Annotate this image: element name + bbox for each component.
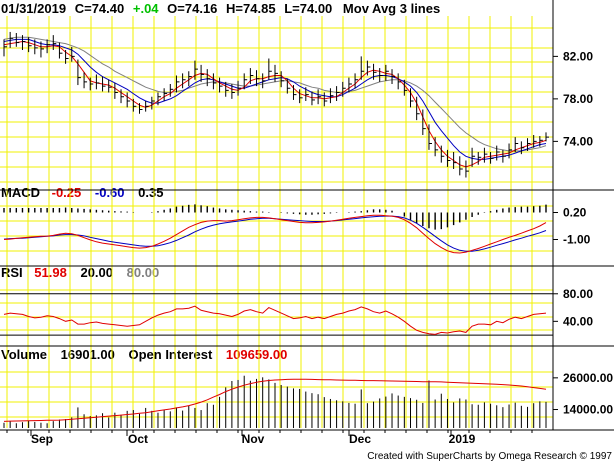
- header-low-label: L=: [284, 1, 300, 16]
- oi-value: 109659.00: [226, 347, 287, 362]
- header-ma-label: Mov Avg 3 lines: [343, 1, 440, 16]
- header-date: 01/31/2019: [1, 1, 66, 16]
- oi-label: Open Interest: [128, 347, 212, 362]
- ma-mid-line: [3, 38, 547, 160]
- x-month-label: Oct: [128, 432, 148, 446]
- macd-value-1: -0.25: [52, 185, 82, 200]
- price-y-tick-label: 74.00: [563, 134, 593, 148]
- header-open-label: O=: [167, 1, 185, 16]
- x-month-label: Nov: [242, 432, 265, 446]
- volume-value: 16901.00: [61, 347, 115, 362]
- macd-y-tick-label: 0.20: [563, 206, 587, 220]
- price-y-tick-label: 82.00: [563, 49, 593, 63]
- volume-y-tick-label: 14000.00: [563, 403, 613, 417]
- volume-y-tick-label: 26000.00: [563, 371, 613, 385]
- rsi-header: RSI 51.98 20.00 80.00: [1, 265, 159, 280]
- x-month-label: Sep: [31, 432, 53, 446]
- header-low: 74.00: [300, 1, 333, 16]
- rsi-value: 51.98: [34, 265, 67, 280]
- macd-value-3: 0.35: [138, 185, 163, 200]
- rsi-upper: 80.00: [127, 265, 160, 280]
- volume-header: Volume 16901.00 Open Interest 109659.00: [1, 347, 287, 362]
- x-month-label: Dec: [349, 432, 371, 446]
- macd-value-2: -0.60: [95, 185, 125, 200]
- open-interest-line: [3, 378, 547, 422]
- ma-slow-line: [3, 36, 547, 152]
- rsi-y-tick-label: 80.00: [563, 287, 593, 301]
- ma-fast-line: [3, 40, 547, 168]
- header-text: 01/31/2019 C=74.40 +.04 O=74.16 H=74.85 …: [1, 1, 440, 16]
- rsi-label: RSI: [1, 265, 23, 280]
- macd-label: MACD: [1, 185, 40, 200]
- macd-line: [3, 214, 547, 254]
- header-open: 74.16: [185, 1, 218, 16]
- rsi-lower: 20.00: [80, 265, 113, 280]
- chart-dynamic-layer: 82.00 78.00 74.00 0.20 -1.00 80.00 40.00 26000.…: [0, 0, 614, 446]
- x-month-label: 2019: [449, 432, 476, 446]
- rsi-y-tick-label: 40.00: [563, 314, 593, 328]
- volume-label: Volume: [1, 347, 47, 362]
- macd-y-tick-label: -1.00: [563, 233, 591, 247]
- header-high-label: H=: [226, 1, 243, 16]
- credit-text: Created with SuperCharts by Omega Resear…: [367, 451, 612, 462]
- rsi-line: [3, 305, 547, 335]
- price-y-tick-label: 78.00: [563, 92, 593, 106]
- header-close-label: C=: [75, 1, 92, 16]
- header-high: 74.85: [243, 1, 276, 16]
- header-close: 74.40: [92, 1, 125, 16]
- macd-header: MACD -0.25 -0.60 0.35: [1, 185, 163, 200]
- header-change: +.04: [133, 1, 159, 16]
